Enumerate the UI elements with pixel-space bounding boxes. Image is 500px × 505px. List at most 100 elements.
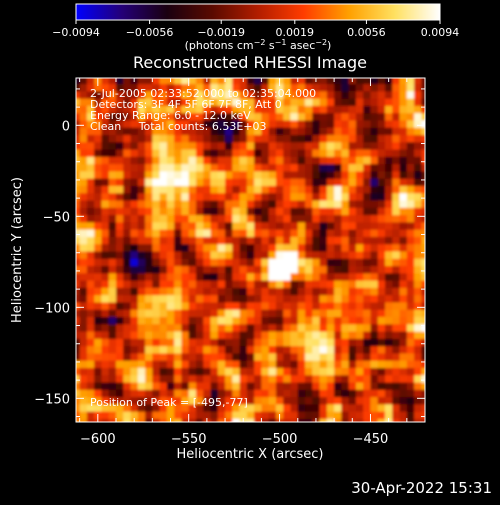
heatmap-cell xyxy=(283,316,292,325)
heatmap-cell xyxy=(319,185,328,194)
heatmap-cell xyxy=(76,185,81,194)
heatmap-cell xyxy=(145,309,153,318)
heatmap-cell xyxy=(210,294,219,303)
heatmap-cell xyxy=(399,345,408,354)
heatmap-cell xyxy=(275,345,284,354)
heatmap-cell xyxy=(137,396,146,405)
heatmap-cell xyxy=(86,236,95,245)
heatmap-cell xyxy=(195,294,204,303)
heatmap-cell xyxy=(326,374,335,383)
heatmap-cell xyxy=(152,170,161,179)
heatmap-cell xyxy=(246,418,255,422)
heatmap-cell xyxy=(261,170,270,179)
heatmap-cell xyxy=(268,360,277,368)
heatmap-cell xyxy=(239,134,248,143)
heatmap-cell xyxy=(210,265,219,274)
heatmap-cell xyxy=(86,272,95,281)
heatmap-cell xyxy=(370,214,379,223)
heatmap-cell xyxy=(188,185,197,194)
heatmap-cell xyxy=(290,287,299,296)
heatmap-cell xyxy=(275,156,284,165)
heatmap-cell xyxy=(217,338,226,347)
heatmap-cell xyxy=(86,148,95,157)
heatmap-cell xyxy=(355,78,364,85)
heatmap-cell xyxy=(181,229,190,237)
heatmap-cell xyxy=(94,199,103,208)
heatmap-cell xyxy=(217,396,226,405)
heatmap-cell xyxy=(210,134,219,143)
heatmap-cell xyxy=(145,330,153,339)
heatmap-cell xyxy=(130,148,139,157)
heatmap-cell xyxy=(399,330,408,339)
heatmap-cell xyxy=(232,134,241,143)
heatmap-cell xyxy=(355,258,364,267)
heatmap-cell xyxy=(254,330,263,339)
heatmap-cell xyxy=(188,418,197,422)
heatmap-cell xyxy=(348,411,357,419)
heatmap-cell xyxy=(159,127,168,136)
heatmap-cell xyxy=(174,411,183,419)
heatmap-cell xyxy=(246,411,255,419)
heatmap-cell xyxy=(370,265,379,274)
heatmap-cell xyxy=(421,396,425,405)
heatmap-cell xyxy=(421,207,425,216)
heatmap-cell xyxy=(370,294,379,303)
heatmap-cell xyxy=(319,280,328,288)
heatmap-cell xyxy=(181,119,190,128)
heatmap-cell xyxy=(203,272,212,281)
heatmap-cell xyxy=(406,83,415,92)
heatmap-cell xyxy=(297,163,306,172)
heatmap-cell xyxy=(414,265,422,274)
heatmap-cell xyxy=(392,403,401,412)
heatmap-cell xyxy=(275,403,284,412)
heatmap-cell xyxy=(115,78,124,85)
heatmap-cell xyxy=(166,389,175,398)
heatmap-cell xyxy=(414,98,422,106)
heatmap-cell xyxy=(399,178,408,186)
heatmap-cell xyxy=(94,229,103,237)
heatmap-cell xyxy=(414,272,422,281)
heatmap-cell xyxy=(115,192,124,201)
heatmap-cell xyxy=(290,381,299,390)
heatmap-cell xyxy=(159,272,168,281)
heatmap-cell xyxy=(246,243,255,252)
heatmap-cell xyxy=(217,418,226,422)
heatmap-cell xyxy=(290,265,299,274)
heatmap-cell xyxy=(297,301,306,310)
heatmap-cell xyxy=(268,243,277,252)
heatmap-cell xyxy=(188,163,197,172)
heatmap-cell xyxy=(319,330,328,339)
heatmap-cell xyxy=(355,360,364,368)
heatmap-cell xyxy=(181,199,190,208)
heatmap-cell xyxy=(406,229,415,237)
heatmap-cell xyxy=(79,170,88,179)
heatmap-cell xyxy=(275,294,284,303)
heatmap-cell xyxy=(159,323,168,332)
heatmap-cell xyxy=(406,178,415,186)
heatmap-cell xyxy=(385,272,393,281)
heatmap-cell xyxy=(399,207,408,216)
heatmap-cell xyxy=(181,418,190,422)
heatmap-cell xyxy=(326,236,335,245)
heatmap-cell xyxy=(225,280,233,288)
heatmap-cell xyxy=(86,78,95,85)
heatmap-cell xyxy=(130,221,139,230)
heatmap-cell xyxy=(232,236,241,245)
heatmap-cell xyxy=(399,265,408,274)
heatmap-cell xyxy=(203,127,212,136)
heatmap-cell xyxy=(348,98,357,106)
heatmap-cell xyxy=(174,214,183,223)
heatmap-cell xyxy=(203,207,212,216)
heatmap-cell xyxy=(341,403,350,412)
heatmap-cell xyxy=(283,207,292,216)
heatmap-cell xyxy=(341,265,350,274)
heatmap-cell xyxy=(130,316,139,325)
heatmap-cell xyxy=(275,185,284,194)
heatmap-cell xyxy=(385,141,393,150)
heatmap-cell xyxy=(166,170,175,179)
heatmap-cell xyxy=(225,127,233,136)
heatmap-cell xyxy=(348,170,357,179)
heatmap-cell xyxy=(392,360,401,368)
heatmap-cell xyxy=(108,294,117,303)
heatmap-cell xyxy=(370,83,379,92)
